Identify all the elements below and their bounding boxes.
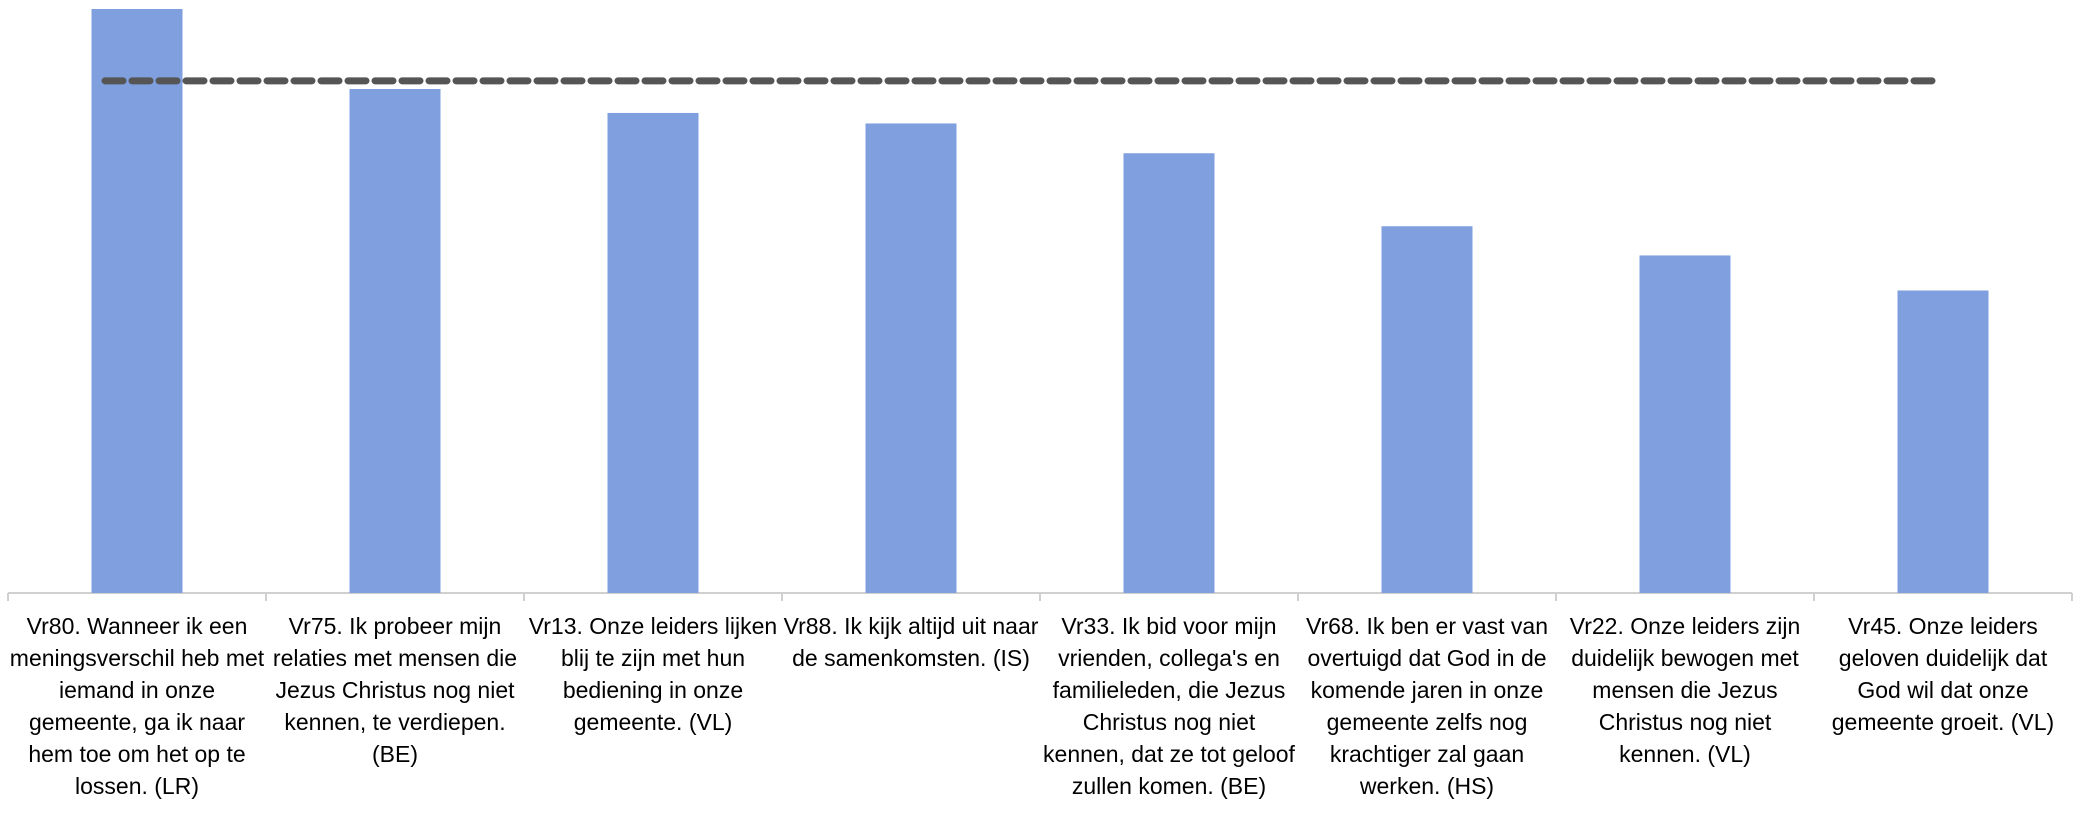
- bar: [1639, 255, 1731, 593]
- x-tick-label: Vr45. Onze leiders geloven duidelijk dat…: [1831, 613, 2055, 735]
- bar: [91, 9, 183, 593]
- x-tick-label: Vr88. Ik kijk altijd uit naar de samenko…: [783, 613, 1039, 671]
- x-tick-label: Vr80. Wanneer ik een meningsverschil heb…: [9, 613, 265, 799]
- bar: [1897, 290, 1989, 593]
- x-tick-label: Vr68. Ik ben er vast van overtuigd dat G…: [1305, 613, 1549, 799]
- x-tick-label: Vr33. Ik bid voor mijn vrienden, collega…: [1043, 613, 1295, 799]
- x-tick-label: Vr75. Ik probeer mijn relaties met mense…: [272, 613, 518, 767]
- x-tick-label: Vr22. Onze leiders zijn duidelijk bewoge…: [1569, 613, 1801, 767]
- bar: [865, 123, 957, 594]
- bar: [1123, 153, 1215, 594]
- bar: [349, 89, 441, 594]
- x-tick-label: Vr13. Onze leiders lijken blij te zijn m…: [528, 613, 778, 735]
- bar: [607, 112, 699, 594]
- bar: [1381, 226, 1473, 594]
